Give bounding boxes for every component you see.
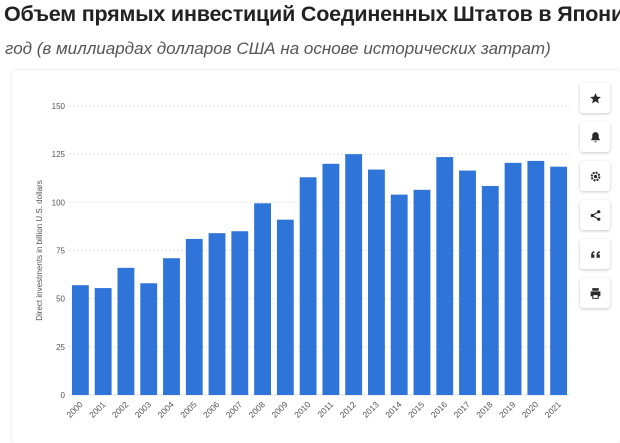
chart-title: Объем прямых инвестиций Соединенных Штат… (4, 2, 620, 26)
x-tick-label: 2005 (178, 399, 199, 420)
bar (254, 203, 271, 395)
x-tick-label: 2014 (383, 399, 404, 420)
bar (413, 189, 431, 395)
bar (481, 185, 499, 395)
y-tick-label: 125 (52, 150, 66, 159)
x-tick-label: 2017 (451, 399, 472, 420)
x-tick-label: 2007 (224, 399, 245, 420)
bar (276, 219, 294, 395)
x-tick-label: 2018 (474, 399, 495, 420)
chart-subtitle: год (в миллиардах долларов США на основе… (5, 39, 551, 58)
bar (140, 283, 158, 395)
bar (345, 154, 363, 395)
cite-button[interactable] (580, 239, 610, 269)
x-tick-label: 2004 (155, 399, 176, 420)
bar (231, 231, 249, 395)
share-icon (590, 209, 600, 221)
x-tick-label: 2001 (87, 399, 108, 420)
bar (185, 238, 203, 395)
bar (436, 157, 454, 395)
notification-button[interactable] (580, 122, 610, 152)
x-tick-label: 2020 (520, 399, 541, 420)
bar (527, 160, 545, 395)
y-tick-label: 75 (56, 247, 65, 256)
y-tick-label: 0 (61, 391, 66, 400)
star-icon (589, 92, 601, 103)
y-tick-label: 100 (52, 198, 66, 207)
quote-icon (590, 250, 600, 258)
x-tick-label: 2002 (110, 399, 131, 420)
bar (550, 166, 568, 395)
y-tick-label: 50 (56, 295, 65, 304)
x-tick-label: 2016 (429, 399, 450, 420)
gear-icon (590, 171, 600, 181)
x-tick-label: 2015 (406, 399, 427, 420)
bar (459, 170, 476, 395)
bar (117, 267, 135, 395)
bar (299, 177, 317, 395)
x-tick-label: 2009 (269, 399, 290, 420)
y-axis-label: Direct investments in billion U.S. dolla… (35, 180, 44, 321)
x-tick-label: 2013 (360, 399, 381, 420)
print-icon (590, 287, 600, 299)
x-tick-label: 2010 (292, 399, 313, 420)
print-button[interactable] (580, 278, 610, 308)
y-tick-label: 25 (56, 343, 65, 352)
x-tick-label: 2006 (201, 399, 222, 420)
x-tick-label: 2019 (497, 399, 518, 420)
bar (322, 163, 340, 395)
bar (368, 169, 385, 395)
settings-button[interactable] (580, 161, 610, 191)
chart-card: 0 25 50 75 100 125 150 2000 2001 2002 2003 2004 2005… (12, 70, 620, 443)
x-tick-label: 2003 (133, 399, 154, 420)
bar-chart: 0 25 50 75 100 125 150 2000 2001 2002 2003 2004 2005… (35, 102, 570, 420)
bar (504, 162, 522, 395)
share-button[interactable] (580, 200, 610, 230)
favorite-button[interactable] (580, 83, 610, 113)
x-tick-label: 2011 (315, 399, 335, 419)
x-tick-label: 2012 (338, 399, 359, 420)
bar (208, 233, 226, 395)
bell-icon (590, 131, 600, 142)
x-tick-label: 2008 (247, 399, 268, 420)
bar (163, 258, 180, 395)
x-tick-label: 2021 (543, 399, 564, 420)
y-tick-label: 150 (52, 102, 66, 111)
bar (71, 285, 89, 395)
bar (94, 288, 112, 395)
x-tick-label: 2000 (64, 399, 85, 420)
bar (390, 194, 408, 395)
